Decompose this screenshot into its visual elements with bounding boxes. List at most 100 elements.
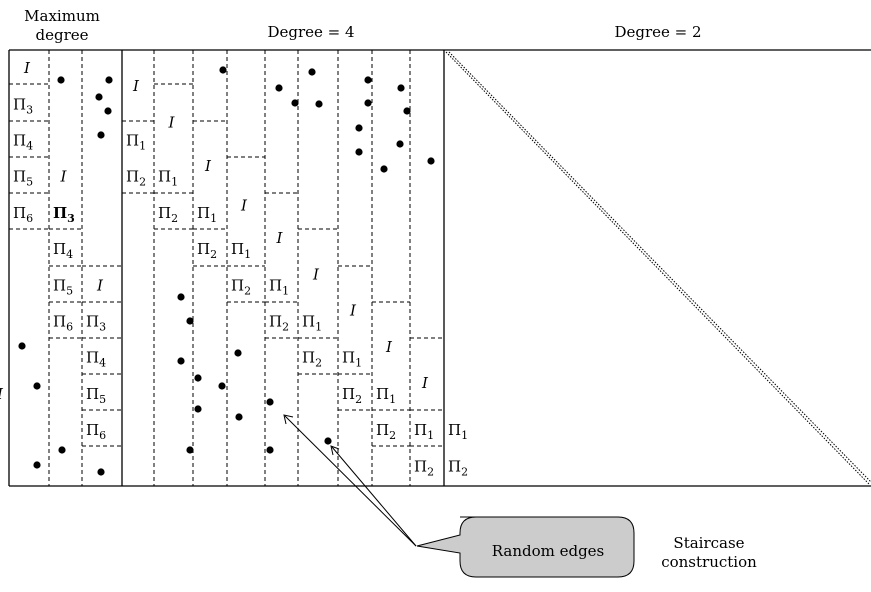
arrow-line-right xyxy=(331,446,417,547)
identity-block-label: I xyxy=(168,113,176,131)
permutation-block-label: Π2 xyxy=(269,313,289,334)
block-labels: I Π3 Π4 Π5 Π6 I Π3 Π4 Π5 Π6 I Π3 Π4 Π5 Π6 I Π1 Π2 I Π1 Π2 I Π1… xyxy=(0,59,468,478)
permutation-block-label: Π1 xyxy=(302,313,322,334)
edge-dot xyxy=(18,342,26,350)
edge-dot xyxy=(57,76,65,84)
block-subscript: 1 xyxy=(139,140,146,153)
identity-block-label: I xyxy=(312,265,320,283)
random-edges-callout xyxy=(416,516,635,578)
edge-dot xyxy=(234,349,242,357)
block-subscript: 1 xyxy=(210,212,217,225)
permutation-block-label: Π1 xyxy=(126,132,146,153)
identity-block-label: I xyxy=(240,197,248,215)
block-subscript: 2 xyxy=(139,176,146,189)
block-subscript: 6 xyxy=(26,212,33,225)
edge-dot xyxy=(33,382,41,390)
permutation-block-label: Π3 xyxy=(13,95,33,116)
block-subscript: 1 xyxy=(389,393,396,406)
edge-dot xyxy=(403,107,411,115)
identity-block-label: I xyxy=(349,302,357,320)
block-subscript: 4 xyxy=(66,248,73,261)
edge-dot xyxy=(355,148,363,156)
edge-dot xyxy=(324,437,332,445)
permutation-block-label: Π1 xyxy=(448,421,468,442)
edge-dot xyxy=(186,446,194,454)
block-subscript: 6 xyxy=(66,321,73,334)
edge-dot xyxy=(355,124,363,132)
permutation-block-label: Π3 xyxy=(86,313,106,334)
permutation-block-label: Π2 xyxy=(342,385,362,406)
edge-dot xyxy=(58,446,66,454)
caption-line1: Staircase xyxy=(673,534,744,552)
block-subscript: 1 xyxy=(315,321,322,334)
permutation-block-label: Π2 xyxy=(376,421,396,442)
edge-dot xyxy=(104,107,112,115)
arrowhead-right xyxy=(330,445,340,456)
permutation-block-label: Π1 xyxy=(414,421,434,442)
permutation-block-label: Π2 xyxy=(126,168,146,189)
degree2-diagonal-shadow xyxy=(448,51,871,483)
permutation-block-label: Π2 xyxy=(448,457,468,478)
block-subscript: 2 xyxy=(282,321,289,334)
block-subscript: 1 xyxy=(244,248,251,261)
permutation-block-label: Π1 xyxy=(269,276,289,297)
block-subscript: 2 xyxy=(427,465,434,478)
permutation-block-label: Π4 xyxy=(53,240,73,261)
block-subscript: 4 xyxy=(99,357,106,370)
permutation-block-label: Π2 xyxy=(158,204,178,225)
header-degree-2: Degree = 2 xyxy=(614,23,701,41)
identity-block-label: I xyxy=(385,338,393,356)
permutation-block-label: Π3 xyxy=(53,204,75,225)
edge-dot xyxy=(97,131,105,139)
edge-dot xyxy=(291,99,299,107)
identity-block-label: I xyxy=(132,77,140,95)
permutation-block-label: Π1 xyxy=(376,385,396,406)
edge-dot xyxy=(105,76,113,84)
edge-dot xyxy=(186,317,194,325)
identity-block-label: I xyxy=(60,168,68,186)
block-subscript: 5 xyxy=(26,176,33,189)
permutation-block-label: Π1 xyxy=(231,240,251,261)
permutation-block-label: Π2 xyxy=(414,457,434,478)
block-subscript: 4 xyxy=(26,140,33,153)
block-subscript: 3 xyxy=(26,103,33,116)
identity-block-label: I xyxy=(0,385,4,403)
block-subscript: 2 xyxy=(171,212,178,225)
header-maximum-line1: Maximum xyxy=(24,7,100,25)
block-subscript: 2 xyxy=(210,248,217,261)
edge-dot xyxy=(266,398,274,406)
permutation-block-label: Π4 xyxy=(13,132,33,153)
edge-dot xyxy=(33,461,41,469)
block-subscript: 2 xyxy=(355,393,362,406)
edge-dot xyxy=(364,76,372,84)
edge-dot xyxy=(235,413,243,421)
edge-dot xyxy=(177,293,185,301)
edge-dot xyxy=(396,140,404,148)
identity-block-label: I xyxy=(204,157,212,175)
identity-block-label: I xyxy=(96,276,104,294)
block-subscript: 1 xyxy=(355,357,362,370)
identity-block-label: I xyxy=(276,229,284,247)
identity-block-label: I xyxy=(23,59,31,77)
callout-arrows xyxy=(283,414,417,547)
caption-line2: construction xyxy=(661,553,757,571)
identity-block-label: I xyxy=(421,374,429,392)
dashed-staircase-segments xyxy=(9,83,444,447)
block-subscript: 1 xyxy=(461,429,468,442)
permutation-block-label: Π5 xyxy=(86,385,106,406)
edge-dot xyxy=(397,84,405,92)
edge-dot xyxy=(427,157,435,165)
edge-dot xyxy=(177,357,185,365)
block-subscript: 3 xyxy=(67,212,75,225)
edge-dot xyxy=(308,68,316,76)
block-subscript: 5 xyxy=(99,393,106,406)
permutation-block-label: Π5 xyxy=(53,276,73,297)
permutation-block-label: Π1 xyxy=(158,168,178,189)
edge-dot xyxy=(364,99,372,107)
edge-dot xyxy=(380,165,388,173)
permutation-block-label: Π1 xyxy=(197,204,217,225)
permutation-block-label: Π5 xyxy=(13,168,33,189)
block-subscript: 3 xyxy=(99,321,106,334)
degree2-diagonal xyxy=(445,51,870,485)
block-subscript: 2 xyxy=(244,284,251,297)
